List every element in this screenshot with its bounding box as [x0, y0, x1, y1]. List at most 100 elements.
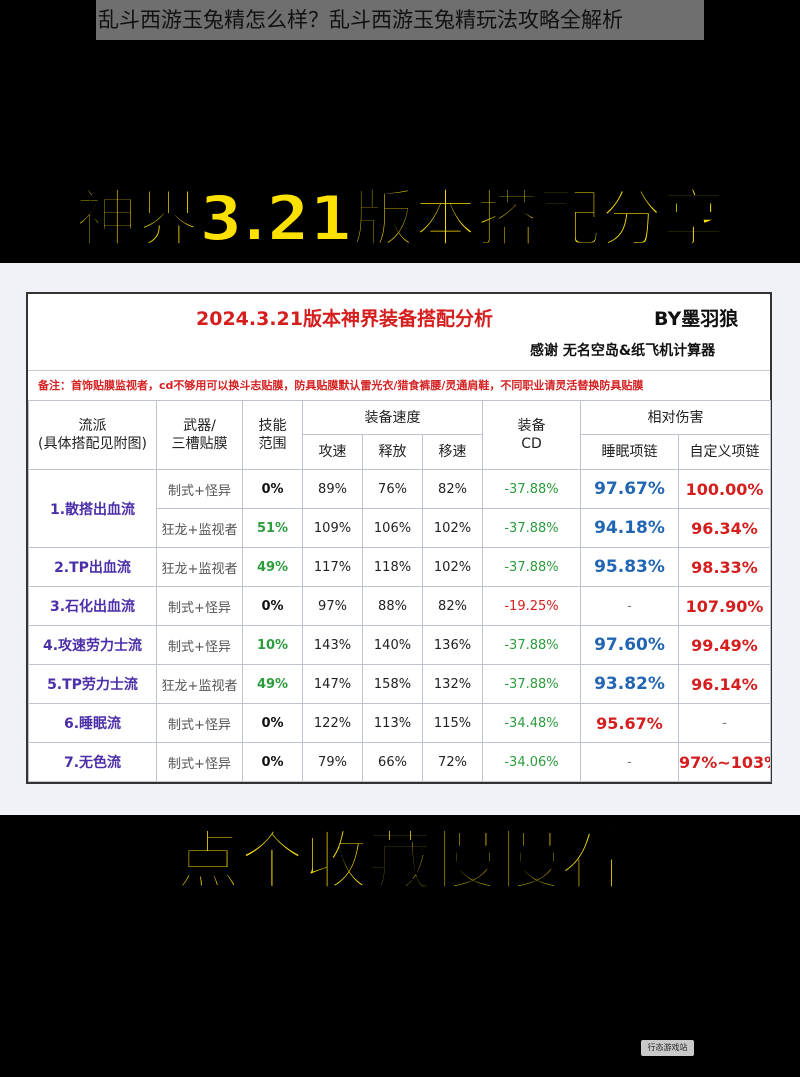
header-skill-sub: 范围 [258, 436, 287, 452]
move-speed-cell: 72% [422, 742, 483, 782]
equipment-analysis-board: 2024.3.21版本神界装备搭配分析 BY墨羽狼 感谢 无名空岛&纸飞机计算器… [26, 292, 772, 784]
board-title: 2024.3.21版本神界装备搭配分析 [196, 308, 493, 330]
custom-damage-cell: 107.90% [678, 586, 771, 626]
custom-damage-cell: - [678, 703, 771, 743]
weapon-cell: 狂龙+监视者 [156, 664, 243, 704]
table-row: 6.睡眠流 制式+怪异 0% 122% 113% 115% -34.48% 95… [28, 703, 771, 743]
custom-damage-cell: 96.34% [678, 508, 771, 548]
sleep-damage-cell: 95.83% [580, 547, 679, 587]
equipment-table: 流派 (具体搭配见附图) 武器/ 三槽贴膜 技能 范围 装备速度 装备 CD 相… [28, 400, 771, 782]
cast-speed-cell: 140% [362, 625, 423, 665]
header-cd-label: 装备 [517, 418, 546, 434]
header-school-sub: (具体搭配见附图) [38, 436, 147, 452]
move-speed-cell: 82% [422, 586, 483, 626]
range-cell: 0% [242, 469, 303, 509]
move-speed-cell: 82% [422, 469, 483, 509]
cd-cell: -37.88% [482, 508, 581, 548]
header-sleep-necklace: 睡眠项链 [580, 434, 679, 470]
cast-speed-cell: 118% [362, 547, 423, 587]
attack-speed-cell: 109% [302, 508, 363, 548]
article-title-caption: 乱斗西游玉兔精怎么样？乱斗西游玉兔精玩法攻略全解析 [96, 0, 704, 40]
header-custom-necklace: 自定义项链 [678, 434, 771, 470]
top-headline: 神界3.21版本搭配分享 [75, 181, 726, 256]
cd-cell: -37.88% [482, 547, 581, 587]
header-school-label: 流派 [78, 418, 107, 434]
header-speed-group: 装备速度 [302, 400, 483, 435]
cd-cell: -19.25% [482, 586, 581, 626]
range-cell: 49% [242, 664, 303, 704]
sleep-damage-cell: 97.67% [580, 469, 679, 509]
school-cell: 3.石化出血流 [28, 586, 157, 626]
move-speed-cell: 136% [422, 625, 483, 665]
weapon-cell: 制式+怪异 [156, 586, 243, 626]
cd-cell: -34.06% [482, 742, 581, 782]
custom-damage-cell: 98.33% [678, 547, 771, 587]
school-cell: 5.TP劳力士流 [28, 664, 157, 704]
attack-speed-cell: 143% [302, 625, 363, 665]
school-cell: 4.攻速劳力士流 [28, 625, 157, 665]
move-speed-cell: 102% [422, 508, 483, 548]
table-row: 7.无色流 制式+怪异 0% 79% 66% 72% -34.06% - 97%… [28, 742, 771, 782]
move-speed-cell: 115% [422, 703, 483, 743]
custom-damage-cell: 97%~103% [678, 742, 771, 782]
header-attack-speed: 攻速 [302, 434, 363, 470]
weapon-cell: 制式+怪异 [156, 469, 243, 509]
range-cell: 49% [242, 547, 303, 587]
board-author: BY墨羽狼 [654, 308, 739, 330]
table-row: 2.TP出血流 狂龙+监视者 49% 117% 118% 102% -37.88… [28, 547, 771, 587]
weapon-cell: 制式+怪异 [156, 742, 243, 782]
weapon-cell: 狂龙+监视者 [156, 547, 243, 587]
header-cd-sub: CD [521, 436, 542, 452]
weapon-cell: 狂龙+监视者 [156, 508, 243, 548]
sleep-damage-cell: 97.60% [580, 625, 679, 665]
table-row: 5.TP劳力士流 狂龙+监视者 49% 147% 158% 132% -37.8… [28, 664, 771, 704]
cd-cell: -37.88% [482, 625, 581, 665]
custom-damage-cell: 99.49% [678, 625, 771, 665]
attack-speed-cell: 79% [302, 742, 363, 782]
sleep-damage-cell: - [580, 586, 679, 626]
weapon-cell: 制式+怪异 [156, 703, 243, 743]
custom-damage-cell: 96.14% [678, 664, 771, 704]
table-row: 1.散搭出血流 制式+怪异 0% 89% 76% 82% -37.88% 97.… [28, 469, 771, 548]
sleep-damage-cell: - [580, 742, 679, 782]
school-cell: 6.睡眠流 [28, 703, 157, 743]
cast-speed-cell: 106% [362, 508, 423, 548]
sleep-damage-cell: 94.18% [580, 508, 679, 548]
table-row: 3.石化出血流 制式+怪异 0% 97% 88% 82% -19.25% - 1… [28, 586, 771, 626]
table-row: 狂龙+监视者 51% 109% 106% 102% -37.88% 94.18%… [29, 508, 771, 548]
range-cell: 0% [242, 703, 303, 743]
cast-speed-cell: 88% [362, 586, 423, 626]
attack-speed-cell: 122% [302, 703, 363, 743]
header-damage-group: 相对伤害 [580, 400, 771, 435]
custom-damage-cell: 100.00% [678, 469, 771, 509]
cd-cell: -34.48% [482, 703, 581, 743]
range-cell: 0% [242, 586, 303, 626]
cast-speed-cell: 66% [362, 742, 423, 782]
cast-speed-cell: 113% [362, 703, 423, 743]
bottom-headline: 点个收藏慢慢看 [175, 824, 625, 900]
move-speed-cell: 132% [422, 664, 483, 704]
cd-cell: -37.88% [482, 664, 581, 704]
header-weapon: 武器/ 三槽贴膜 [156, 400, 243, 470]
attack-speed-cell: 147% [302, 664, 363, 704]
board-note: 备注：首饰贴膜监视者，cd不够用可以换斗志贴膜，防具贴膜默认雷光衣/猎食裤腰/灵… [28, 370, 770, 400]
header-weapon-label: 武器/ [183, 418, 216, 434]
sleep-damage-cell: 93.82% [580, 664, 679, 704]
range-cell: 10% [242, 625, 303, 665]
header-cd: 装备 CD [482, 400, 581, 470]
header-skill-range: 技能 范围 [242, 400, 303, 470]
sleep-damage-cell: 95.67% [580, 703, 679, 743]
school-cell: 2.TP出血流 [28, 547, 157, 587]
cast-speed-cell: 158% [362, 664, 423, 704]
move-speed-cell: 102% [422, 547, 483, 587]
table-row: 4.攻速劳力士流 制式+怪异 10% 143% 140% 136% -37.88… [28, 625, 771, 665]
weapon-cell: 制式+怪异 [156, 625, 243, 665]
header-cast-speed: 释放 [362, 434, 423, 470]
attack-speed-cell: 97% [302, 586, 363, 626]
board-thanks: 感谢 无名空岛&纸飞机计算器 [530, 343, 716, 359]
attack-speed-cell: 89% [302, 469, 363, 509]
header-move-speed: 移速 [422, 434, 483, 470]
site-watermark: 行态游戏站 [641, 1040, 694, 1056]
header-school: 流派 (具体搭配见附图) [28, 400, 157, 470]
range-cell: 51% [242, 508, 303, 548]
